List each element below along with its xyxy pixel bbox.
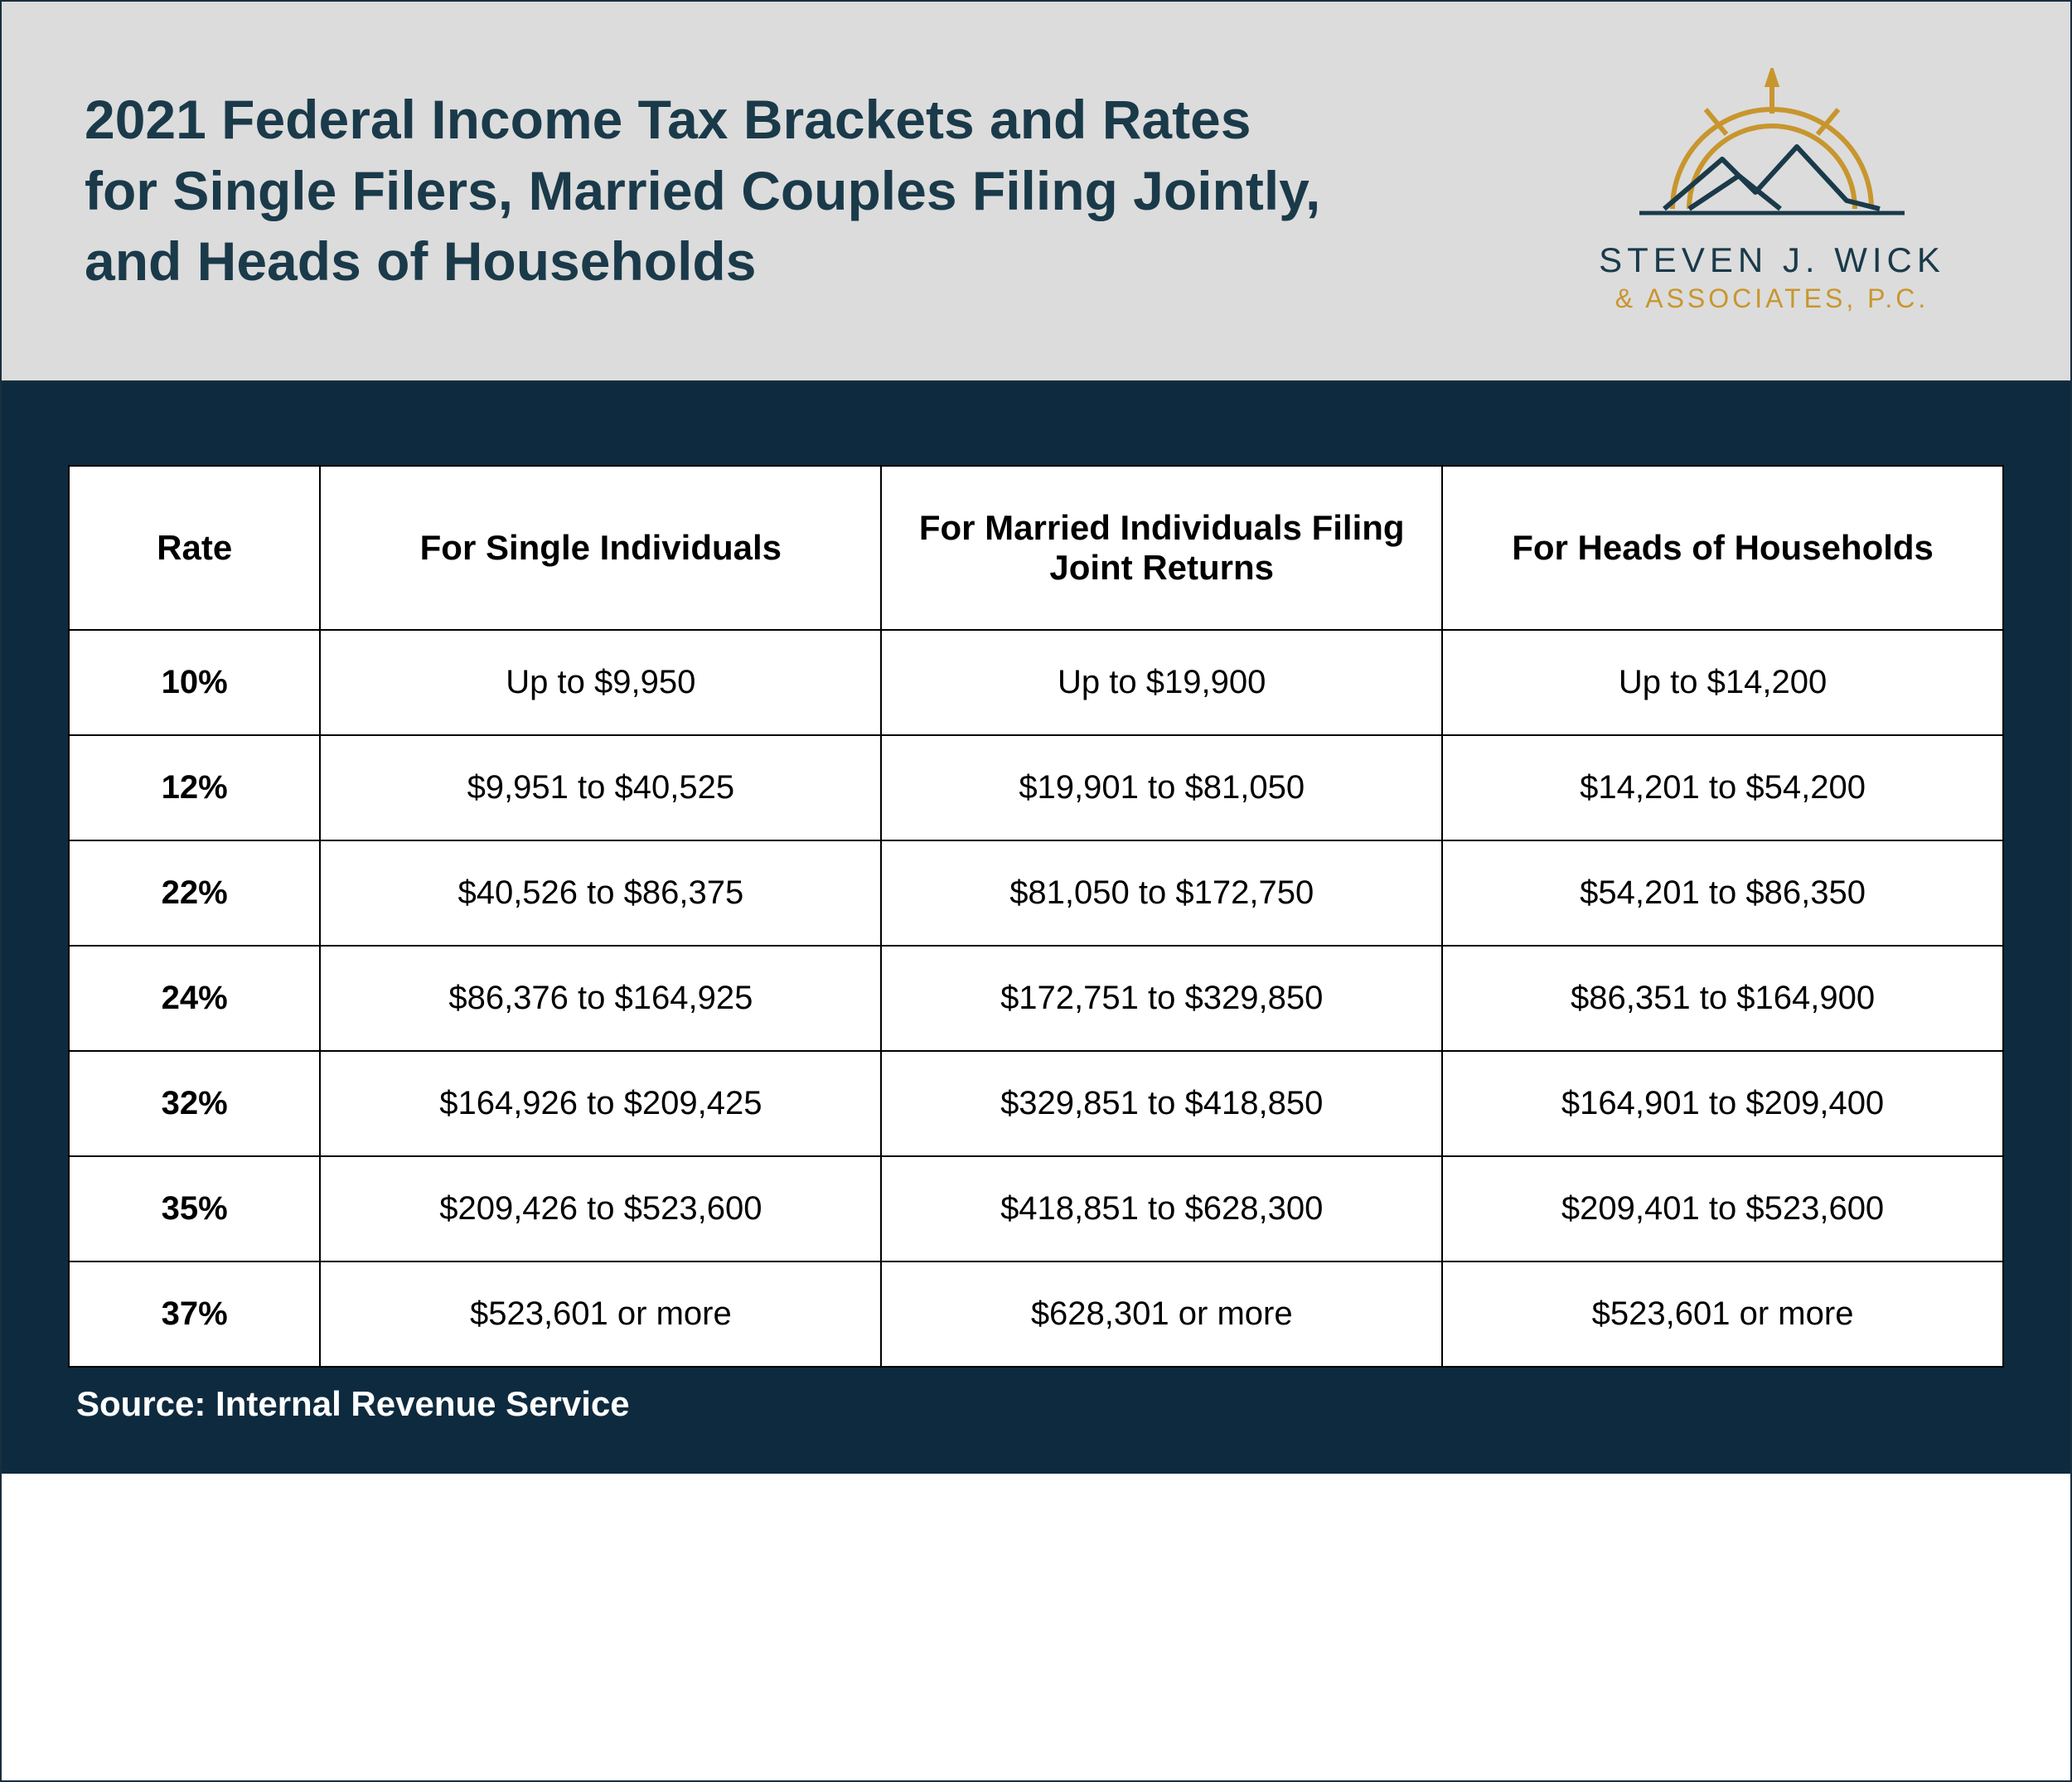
- cell-single: $9,951 to $40,525: [320, 735, 881, 840]
- table-row: 10% Up to $9,950 Up to $19,900 Up to $14…: [69, 630, 2003, 735]
- cell-single: Up to $9,950: [320, 630, 881, 735]
- table-row: 32% $164,926 to $209,425 $329,851 to $41…: [69, 1051, 2003, 1156]
- column-header-hoh: For Heads of Households: [1442, 466, 2003, 630]
- company-logo: STEVEN J. WICK & ASSOCIATES, P.C.: [1556, 68, 1987, 314]
- cell-single: $40,526 to $86,375: [320, 840, 881, 946]
- cell-married: $418,851 to $628,300: [881, 1156, 1442, 1261]
- cell-hoh: $523,601 or more: [1442, 1261, 2003, 1367]
- page-title: 2021 Federal Income Tax Brackets and Rat…: [85, 85, 1328, 298]
- cell-single: $164,926 to $209,425: [320, 1051, 881, 1156]
- table-row: 35% $209,426 to $523,600 $418,851 to $62…: [69, 1156, 2003, 1261]
- logo-mark-icon: [1606, 68, 1938, 234]
- table-row: 37% $523,601 or more $628,301 or more $5…: [69, 1261, 2003, 1367]
- cell-rate: 24%: [69, 946, 320, 1051]
- cell-single: $86,376 to $164,925: [320, 946, 881, 1051]
- cell-hoh: $14,201 to $54,200: [1442, 735, 2003, 840]
- logo-text-primary: STEVEN J. WICK: [1599, 240, 1945, 280]
- cell-hoh: Up to $14,200: [1442, 630, 2003, 735]
- cell-rate: 22%: [69, 840, 320, 946]
- cell-rate: 10%: [69, 630, 320, 735]
- cell-married: Up to $19,900: [881, 630, 1442, 735]
- cell-hoh: $164,901 to $209,400: [1442, 1051, 2003, 1156]
- cell-rate: 37%: [69, 1261, 320, 1367]
- cell-married: $172,751 to $329,850: [881, 946, 1442, 1051]
- table-section: Rate For Single Individuals For Married …: [2, 382, 2070, 1474]
- table-row: 12% $9,951 to $40,525 $19,901 to $81,050…: [69, 735, 2003, 840]
- column-header-single: For Single Individuals: [320, 466, 881, 630]
- cell-hoh: $54,201 to $86,350: [1442, 840, 2003, 946]
- cell-hoh: $86,351 to $164,900: [1442, 946, 2003, 1051]
- cell-married: $81,050 to $172,750: [881, 840, 1442, 946]
- cell-married: $19,901 to $81,050: [881, 735, 1442, 840]
- cell-rate: 32%: [69, 1051, 320, 1156]
- table-row: 22% $40,526 to $86,375 $81,050 to $172,7…: [69, 840, 2003, 946]
- page-container: 2021 Federal Income Tax Brackets and Rat…: [0, 0, 2072, 1782]
- table-row: 24% $86,376 to $164,925 $172,751 to $329…: [69, 946, 2003, 1051]
- cell-married: $329,851 to $418,850: [881, 1051, 1442, 1156]
- tax-brackets-table: Rate For Single Individuals For Married …: [68, 465, 2004, 1368]
- cell-single: $523,601 or more: [320, 1261, 881, 1367]
- cell-rate: 35%: [69, 1156, 320, 1261]
- source-citation: Source: Internal Revenue Service: [68, 1384, 2004, 1424]
- logo-text-secondary: & ASSOCIATES, P.C.: [1615, 283, 1929, 314]
- cell-single: $209,426 to $523,600: [320, 1156, 881, 1261]
- cell-married: $628,301 or more: [881, 1261, 1442, 1367]
- header: 2021 Federal Income Tax Brackets and Rat…: [2, 2, 2070, 382]
- column-header-rate: Rate: [69, 466, 320, 630]
- column-header-married: For Married Individuals Filing Joint Ret…: [881, 466, 1442, 630]
- cell-hoh: $209,401 to $523,600: [1442, 1156, 2003, 1261]
- cell-rate: 12%: [69, 735, 320, 840]
- table-header-row: Rate For Single Individuals For Married …: [69, 466, 2003, 630]
